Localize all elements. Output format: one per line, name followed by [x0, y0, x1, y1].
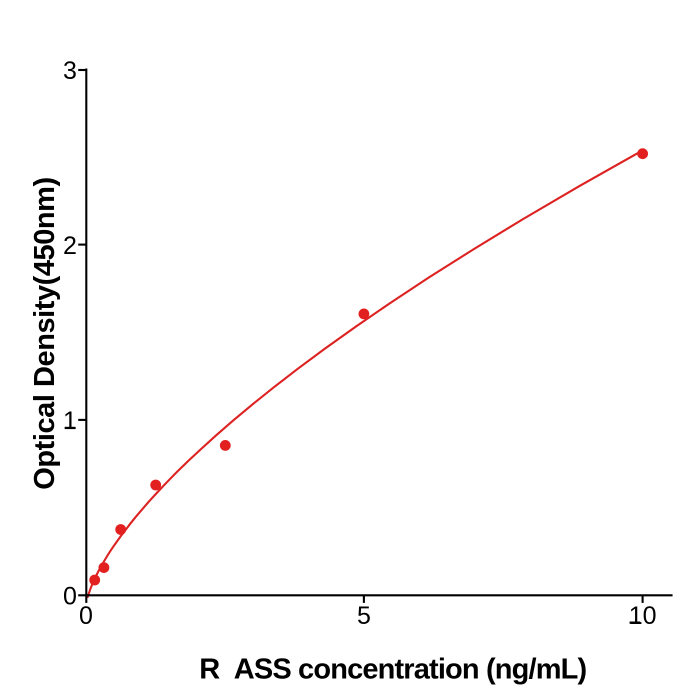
- svg-text:0: 0: [63, 582, 77, 610]
- svg-text:1: 1: [63, 407, 77, 435]
- svg-text:5: 5: [357, 602, 371, 630]
- svg-text:10: 10: [629, 602, 657, 630]
- svg-text:0: 0: [79, 602, 93, 630]
- svg-text:2: 2: [63, 232, 77, 260]
- svg-text:R ASS concentration (ng/mL): R ASS concentration (ng/mL): [199, 654, 586, 686]
- svg-text:3: 3: [63, 57, 77, 85]
- svg-text:Optical Density(450nm): Optical Density(450nm): [29, 177, 61, 489]
